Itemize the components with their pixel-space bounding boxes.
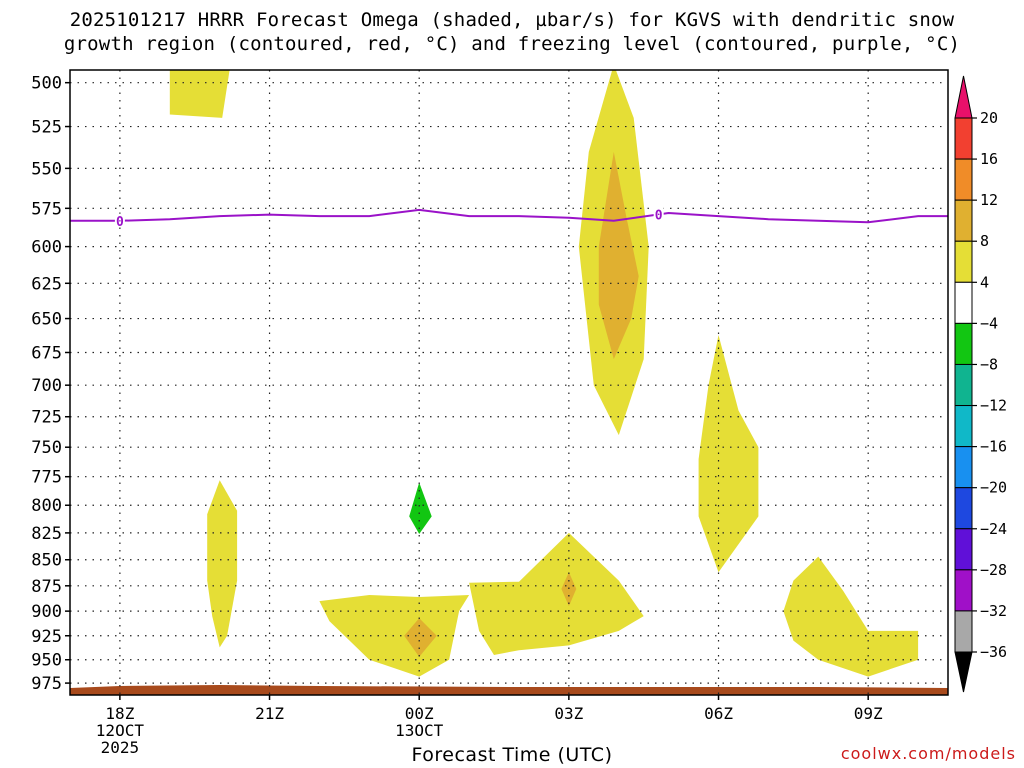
colorbar-label: −12	[980, 397, 1007, 415]
x-tick-label: 06Z	[704, 704, 733, 723]
colorbar-bin	[954, 528, 973, 571]
x-tick-label: 12OCT	[96, 721, 145, 740]
freezing-level-label: 0	[655, 208, 663, 223]
plot-frame	[69, 69, 949, 696]
omega-region-9	[598, 151, 639, 360]
y-axis: 500 525 550 575 600 625 650 675 700 725 750 775 800 8…	[31, 74, 70, 694]
terrain-surface	[70, 685, 948, 695]
terrain-fill	[70, 685, 948, 695]
y-tick-label: 700	[31, 376, 62, 396]
y-tick-label: 525	[31, 118, 62, 138]
colorbar-label: 4	[980, 273, 989, 291]
x-tick-label: 18Z	[105, 704, 134, 723]
colorbar-bin	[954, 610, 973, 653]
chart-title-line1: 2025101217 HRRR Forecast Omega (shaded, …	[69, 9, 955, 31]
colorbar-label: 16	[980, 150, 998, 168]
colorbar-label: 20	[980, 109, 998, 127]
freezing-level-label: 0	[116, 215, 124, 230]
colorbar-bin	[954, 158, 973, 201]
freezing-label-bg	[114, 213, 125, 227]
omega-region-7	[561, 572, 577, 607]
x-tick-label: 09Z	[854, 704, 883, 723]
y-tick-label: 750	[31, 438, 62, 458]
omega-region-1	[169, 70, 230, 118]
y-tick-label: 850	[31, 551, 62, 571]
colorbar-label: −28	[980, 561, 1007, 579]
omega-region-2	[207, 480, 238, 648]
y-tick-label: 600	[31, 238, 62, 258]
colorbar-top-triangle	[954, 75, 973, 119]
colorbar-bottom-triangle	[954, 651, 973, 693]
colorbar-bin	[954, 487, 973, 530]
colorbar-label: −32	[980, 602, 1007, 620]
colorbar-bin	[954, 446, 973, 489]
colorbar-bin	[954, 117, 973, 160]
x-tick-label: 03Z	[554, 704, 583, 723]
y-tick-label: 825	[31, 524, 62, 544]
omega-region-6	[469, 532, 644, 655]
y-tick-label: 500	[31, 74, 62, 94]
x-tick-label: 00Z	[405, 704, 434, 723]
colorbar-bin	[954, 281, 973, 324]
colorbar-label: −4	[980, 314, 998, 332]
x-tick-label: 21Z	[255, 704, 284, 723]
omega-region-5	[409, 482, 432, 534]
freezing-level-line	[70, 208, 948, 224]
colorbar-label: 12	[980, 191, 998, 209]
x-axis-label: Forecast Time (UTC)	[411, 744, 613, 766]
colorbar-label: −24	[980, 520, 1007, 538]
omega-region-3	[319, 595, 470, 677]
y-tick-label: 575	[31, 199, 62, 219]
y-tick-label: 975	[31, 674, 62, 694]
colorbar-bin	[954, 199, 973, 242]
y-tick-label: 725	[31, 408, 62, 428]
x-tick-label: 13OCT	[395, 721, 444, 740]
omega-region-10	[698, 335, 759, 573]
colorbar: 20 16 12 8 4 −4 −8 −12 −16 −20 −24 −28 −32 −36	[954, 75, 1007, 693]
credit-link[interactable]: coolwx.com/models	[840, 744, 1016, 763]
colorbar-label: −20	[980, 479, 1007, 497]
chart-title-line2: growth region (contoured, red, °C) and f…	[63, 33, 961, 55]
y-tick-label: 625	[31, 274, 62, 294]
freezing-label-bg	[653, 207, 664, 221]
y-tick-label: 675	[31, 343, 62, 363]
colorbar-bin	[954, 363, 973, 407]
y-tick-label: 950	[31, 651, 62, 671]
colorbar-bin	[954, 322, 973, 365]
y-tick-label: 875	[31, 577, 62, 597]
colorbar-bin	[954, 569, 973, 612]
y-tick-label: 650	[31, 310, 62, 330]
colorbar-bin	[954, 240, 973, 283]
colorbar-bin	[954, 405, 973, 448]
colorbar-label: −8	[980, 355, 998, 373]
y-tick-label: 550	[31, 159, 62, 179]
omega-region-11	[783, 556, 919, 677]
y-tick-label: 800	[31, 496, 62, 516]
y-tick-label: 900	[31, 602, 62, 622]
y-tick-label: 775	[31, 468, 62, 488]
y-tick-label: 925	[31, 627, 62, 647]
colorbar-label: −36	[980, 643, 1007, 661]
omega-region-4	[404, 618, 437, 657]
omega-shading	[169, 70, 919, 677]
x-tick-label: 2025	[101, 738, 140, 757]
colorbar-label: 8	[980, 232, 989, 250]
colorbar-label: −16	[980, 438, 1007, 456]
